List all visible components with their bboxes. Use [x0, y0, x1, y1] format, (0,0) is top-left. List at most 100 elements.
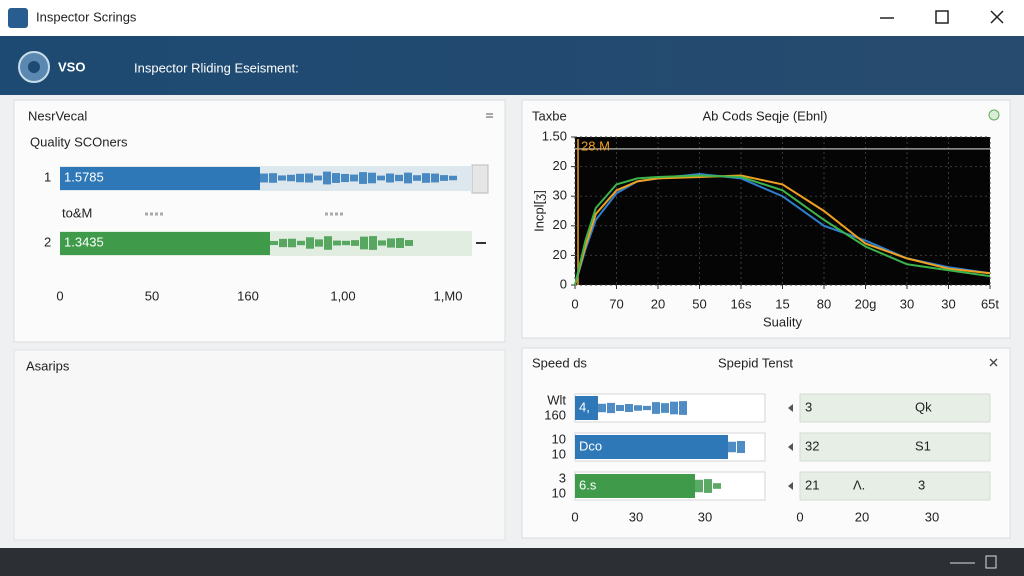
bar — [575, 396, 598, 420]
bar-noise — [661, 403, 669, 413]
bar-label: 4, — [579, 399, 590, 414]
bar-noise — [431, 173, 439, 183]
bar-noise — [323, 171, 331, 185]
bar-noise — [728, 441, 736, 453]
row-value: Ʌ. — [853, 477, 865, 492]
bar-noise — [634, 405, 642, 411]
bar-noise — [387, 238, 395, 248]
bar — [575, 474, 695, 498]
x-tick-label: 20 — [651, 296, 665, 311]
bar — [60, 167, 260, 190]
panel-menu[interactable] — [486, 113, 493, 118]
annotation: 28.M — [581, 138, 610, 153]
axis-label: 30 — [629, 509, 643, 524]
row-value: 21 — [805, 477, 819, 492]
header-title: Inspector Rliding Eseisment: — [134, 60, 299, 75]
x-tick-label: 80 — [817, 296, 831, 311]
maximize-button[interactable] — [935, 10, 949, 24]
bar-noise — [332, 173, 340, 183]
row-button[interactable] — [471, 164, 489, 194]
bar-noise — [643, 405, 651, 411]
bar-noise — [422, 173, 430, 183]
value-track — [799, 393, 991, 423]
panel-title: Quality SCOners — [30, 134, 128, 149]
row-arrow — [788, 404, 793, 412]
row-axis-label: 160 — [544, 407, 566, 422]
row-axis-label: Wlt — [547, 392, 566, 407]
bar-noise — [306, 237, 314, 249]
axis-label: 0 — [571, 509, 578, 524]
panel-tab: Taxbe — [532, 108, 567, 123]
y-tick-label: 20 — [553, 158, 567, 173]
bar-noise — [269, 173, 277, 183]
panel-check[interactable] — [988, 109, 1000, 121]
value-track — [799, 432, 991, 462]
bar-noise — [260, 173, 268, 183]
bar-noise — [333, 240, 341, 246]
x-tick-label: 0 — [571, 296, 578, 311]
bar-noise — [713, 483, 721, 489]
bar-noise — [305, 173, 313, 183]
bar-noise — [368, 172, 376, 184]
row-sublabel: to&M — [62, 205, 92, 220]
row-value: 32 — [805, 438, 819, 453]
bar-noise — [404, 172, 412, 184]
row-arrow — [788, 482, 793, 490]
header — [0, 36, 1024, 95]
row-arrow — [788, 443, 793, 451]
status-icon — [985, 555, 997, 569]
bar-label: 1.5785 — [64, 169, 104, 184]
bar-noise — [314, 175, 322, 181]
x-tick-label: 16s — [731, 296, 752, 311]
bar-noise — [616, 404, 624, 412]
axis-label: 0 — [796, 509, 803, 524]
logo-icon-core — [28, 61, 40, 73]
bar-noise — [288, 238, 296, 248]
bar-noise — [737, 440, 745, 454]
row-index: 2 — [44, 234, 51, 249]
bar-noise — [378, 240, 386, 246]
panel-title: Asarips — [26, 358, 70, 373]
bar — [60, 232, 270, 255]
bar-noise — [607, 402, 615, 414]
bar-noise — [351, 240, 359, 246]
axis-label: 30 — [698, 509, 712, 524]
panel-tab: Speed ds — [532, 355, 587, 370]
x-tick-label: 70 — [609, 296, 623, 311]
y-tick-label: 20 — [553, 217, 567, 232]
panel-close[interactable] — [989, 358, 998, 367]
quality-panel — [13, 99, 506, 343]
window-title: Inspector Scrings — [36, 9, 137, 24]
axis-label: 1,00 — [330, 288, 355, 303]
row-value: S1 — [915, 438, 931, 453]
row-axis-label: 3 — [559, 470, 566, 485]
bar-label: 1.3435 — [64, 234, 104, 249]
title-bar — [0, 0, 1024, 36]
bar-noise — [670, 401, 678, 415]
bar-noise — [359, 172, 367, 184]
bar-noise — [369, 236, 377, 250]
bar-noise — [287, 174, 295, 182]
bar-noise — [341, 173, 349, 183]
bar-noise — [679, 401, 687, 415]
row-value: 3 — [805, 399, 812, 414]
row-value: 3 — [918, 477, 925, 492]
close-button[interactable] — [990, 10, 1004, 24]
row-axis-label: 10 — [552, 446, 566, 461]
y-tick-label: 30 — [553, 188, 567, 203]
y-tick-label: 20 — [553, 247, 567, 262]
bar-noise — [704, 479, 712, 493]
bar-noise — [598, 403, 606, 413]
bar-noise — [279, 238, 287, 248]
status-bar — [0, 548, 1024, 576]
x-axis-label: Suality — [763, 314, 803, 329]
bar-noise — [377, 175, 385, 181]
bar-label: 6.s — [579, 477, 597, 492]
bar-noise — [413, 175, 421, 181]
bar-noise — [342, 240, 350, 246]
bar-noise — [278, 175, 286, 181]
axis-label: 0 — [56, 288, 63, 303]
bar-noise — [396, 238, 404, 248]
data-line — [574, 174, 991, 286]
